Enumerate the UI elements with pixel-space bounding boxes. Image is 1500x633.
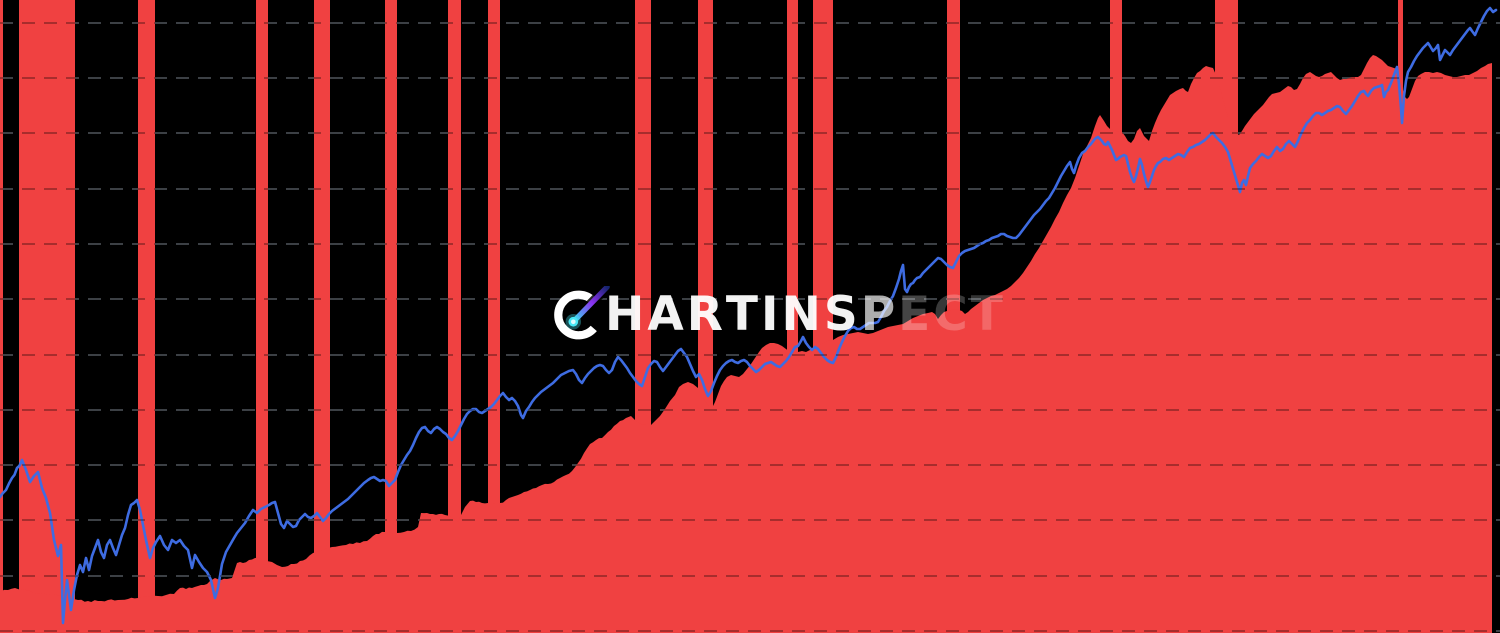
- blue-line-series: [0, 6, 1498, 625]
- recession-band: [385, 0, 397, 633]
- recession-band: [0, 0, 3, 633]
- red-area-series: [0, 55, 1492, 633]
- recession-band: [488, 0, 500, 633]
- recession-band: [787, 0, 798, 633]
- recession-band: [19, 0, 75, 633]
- recession-band: [138, 0, 155, 633]
- recession-band: [448, 0, 461, 633]
- recession-band: [256, 0, 268, 633]
- recession-band: [314, 0, 330, 633]
